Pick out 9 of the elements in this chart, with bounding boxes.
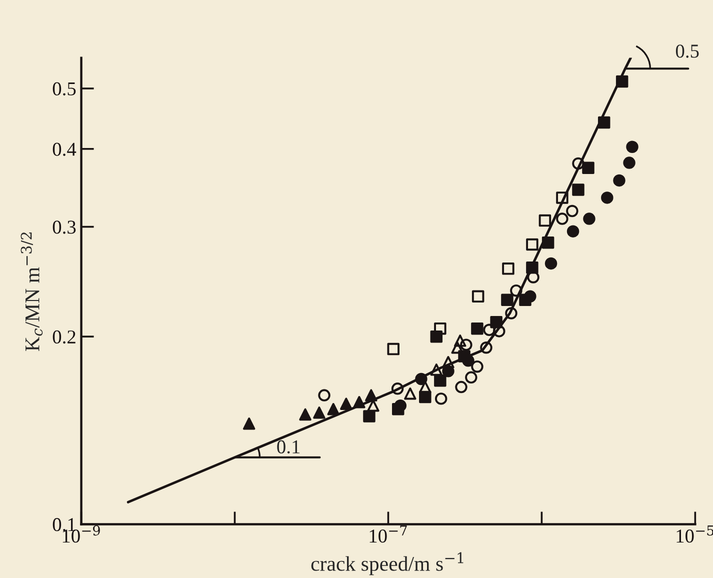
- y-axis-title: K$_{c}$/MN m$^{−3/2}$: [20, 232, 43, 352]
- x-axis-title: crack speed/m s$^{−1}$: [311, 552, 464, 576]
- annotation: 0.1: [277, 440, 300, 454]
- y-tick-label: 0.2: [52, 330, 76, 344]
- y-tick-label: 0.4: [52, 142, 76, 156]
- x-tick-label: 10$^{−7}$: [370, 525, 407, 543]
- y-tick-label: 0.5: [52, 82, 76, 96]
- annotation: 0.5: [676, 44, 699, 58]
- y-tick-label: 0.3: [52, 220, 76, 234]
